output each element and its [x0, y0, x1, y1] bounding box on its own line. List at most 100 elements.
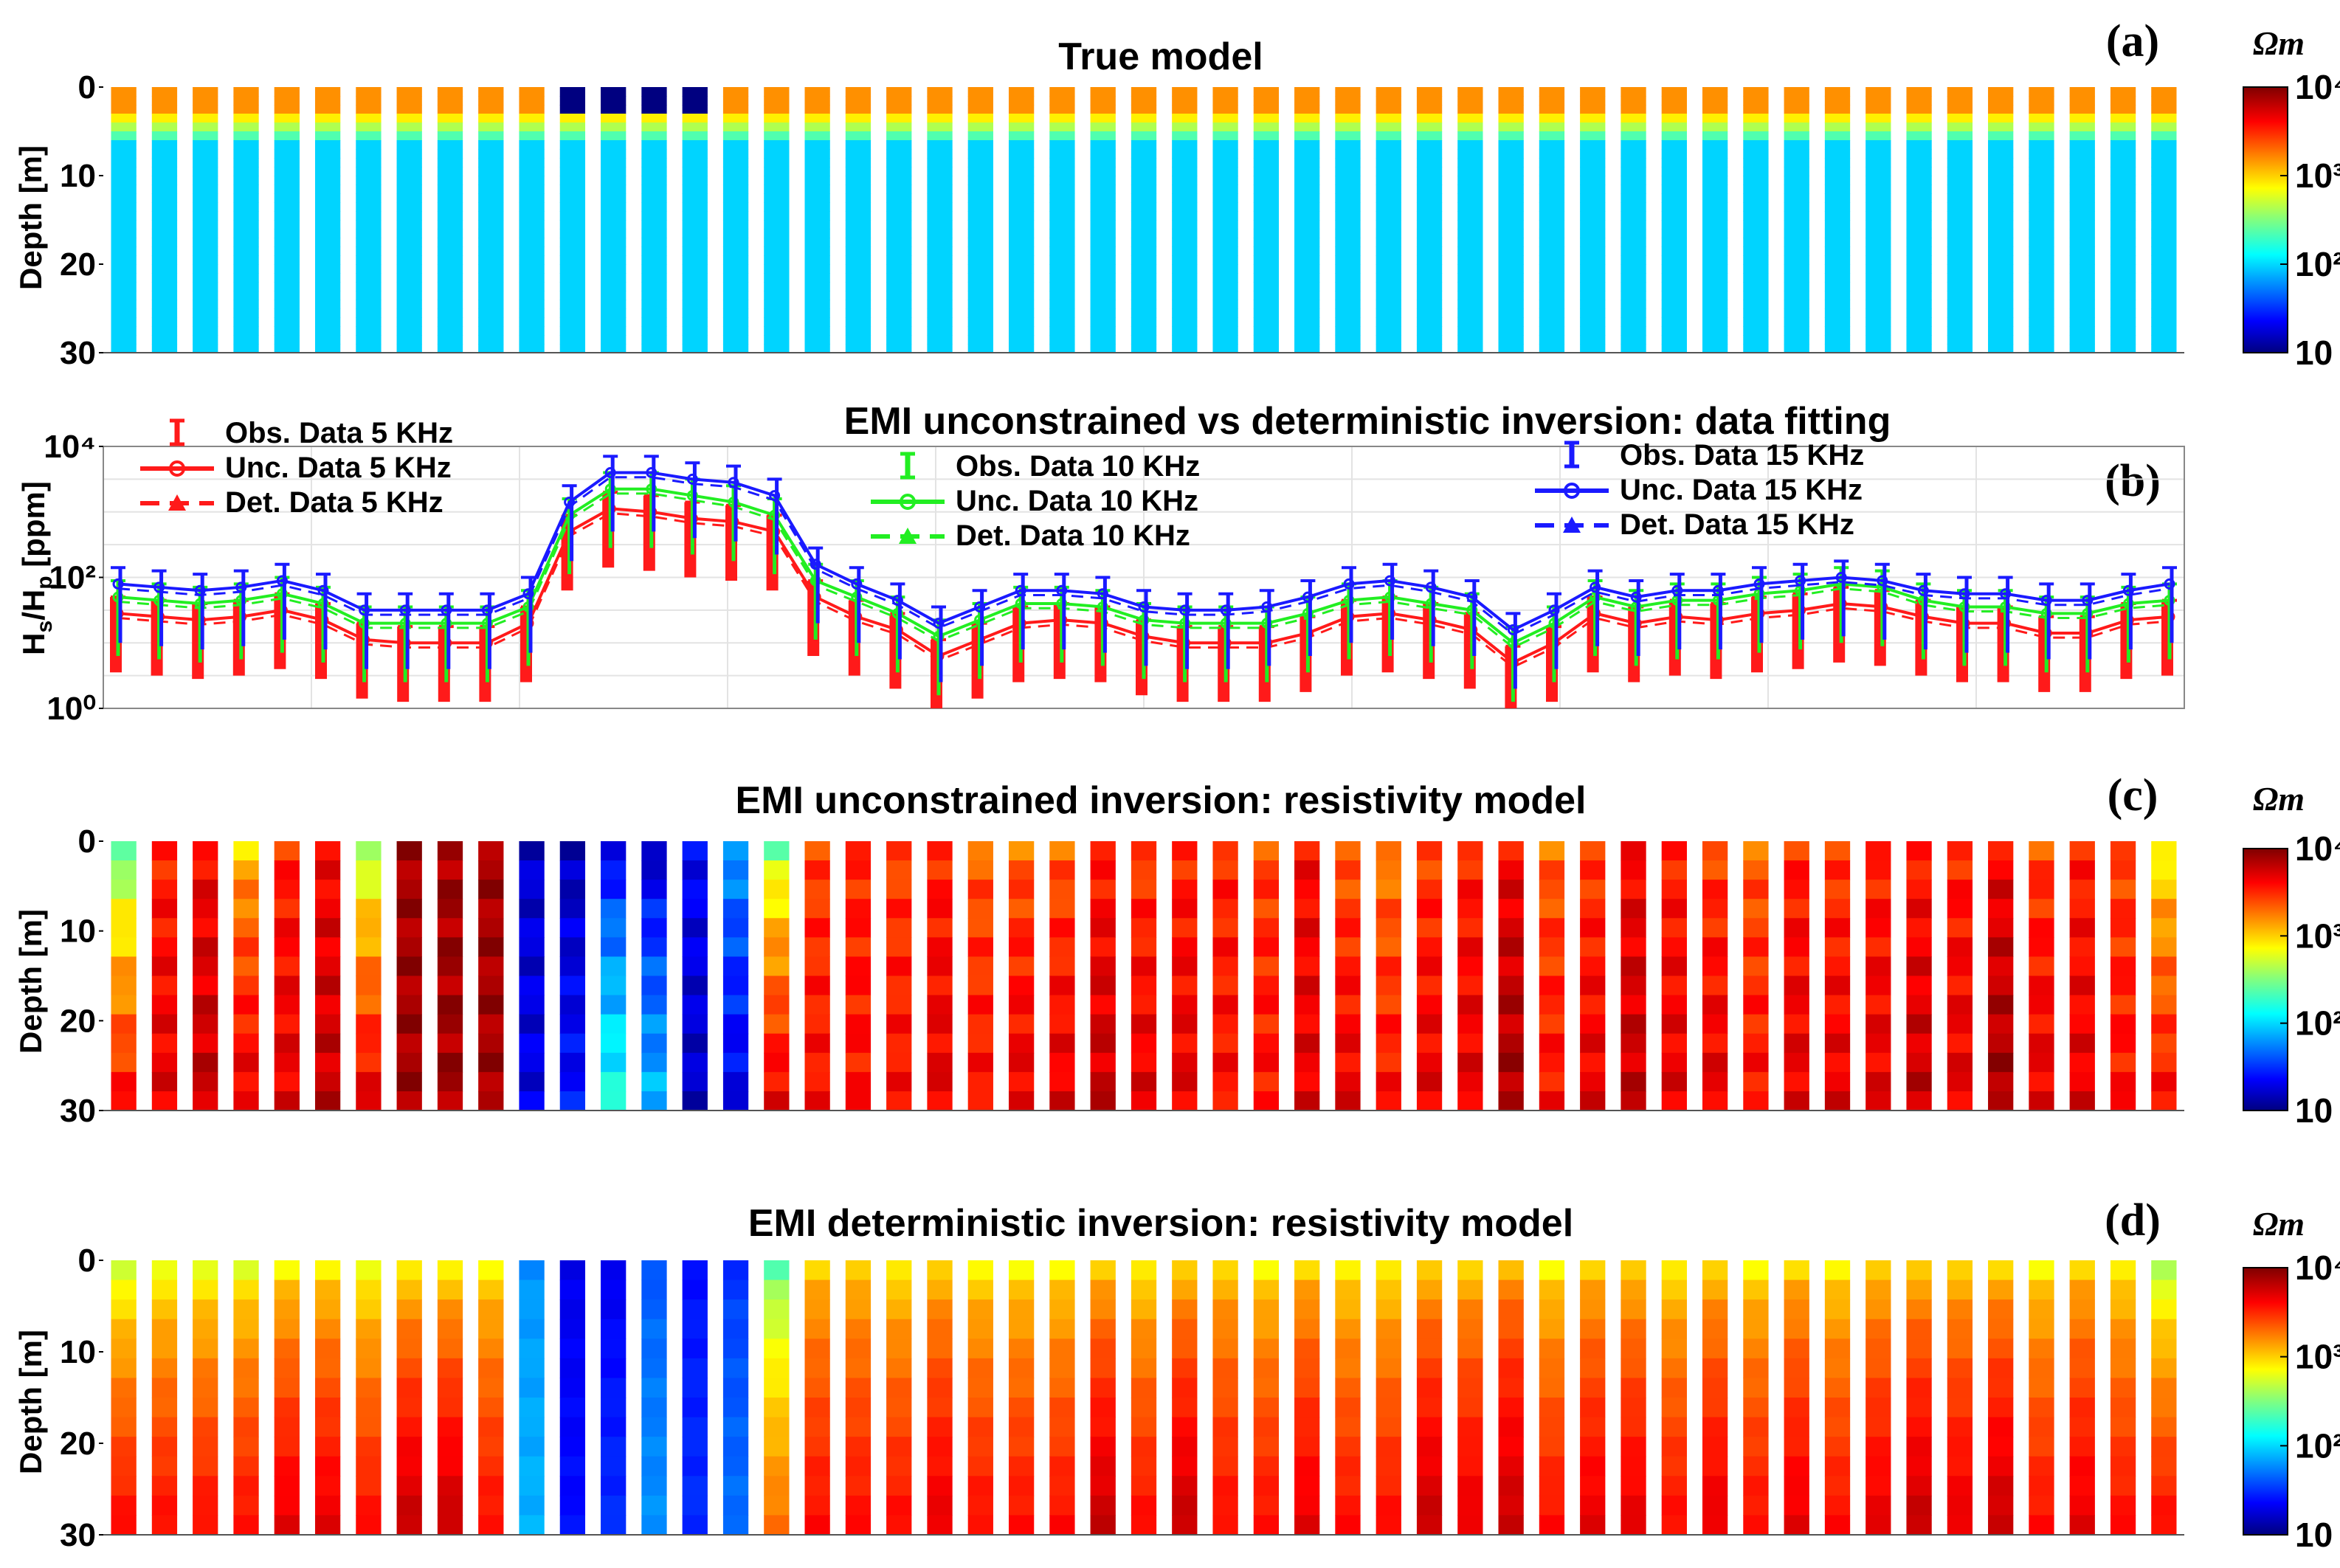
model-cell — [2069, 220, 2095, 229]
model-cell — [722, 122, 749, 132]
unc-marker — [686, 473, 698, 485]
panel-c-plot — [103, 841, 2184, 1111]
model-cell — [764, 105, 790, 114]
model-cell — [1784, 238, 1809, 247]
model-cell — [151, 167, 178, 176]
model-cell — [1212, 1319, 1238, 1339]
model-cell — [886, 899, 912, 919]
model-cell — [1661, 1014, 1687, 1035]
model-cell — [1049, 87, 1075, 97]
model-cell — [1702, 1437, 1728, 1457]
model-cell — [519, 184, 545, 194]
model-cell — [1090, 184, 1116, 194]
model-column — [1866, 841, 1891, 1111]
model-cell — [927, 841, 953, 861]
model-cell — [396, 131, 422, 141]
model-cell — [967, 229, 993, 238]
model-cell — [1131, 326, 1157, 336]
model-cell — [1661, 937, 1687, 958]
model-cell — [1906, 300, 1932, 309]
model-cell — [927, 114, 953, 123]
model-cell — [1335, 87, 1361, 97]
model-column — [886, 1260, 912, 1536]
model-cell — [1906, 1437, 1932, 1457]
model-cell — [1866, 211, 1891, 221]
model-cell — [1824, 1456, 1851, 1477]
model-cell — [1702, 167, 1728, 176]
model-cell — [845, 335, 872, 345]
model-cell — [1457, 326, 1483, 336]
model-cell — [682, 1299, 708, 1320]
model-cell — [601, 918, 627, 938]
model-cell — [559, 317, 586, 327]
model-cell — [559, 149, 586, 159]
model-cell — [1090, 176, 1116, 185]
model-cell — [1580, 229, 1606, 238]
ytick-label: 10 — [60, 913, 96, 950]
model-cell — [1335, 1339, 1361, 1359]
model-cell — [2029, 880, 2054, 899]
model-cell — [396, 282, 422, 291]
model-cell — [1294, 273, 1320, 283]
model-cell — [722, 87, 749, 97]
model-cell — [559, 1358, 586, 1379]
model-cell — [1131, 995, 1157, 1015]
model-cell — [2110, 131, 2136, 141]
model-cell — [927, 131, 953, 141]
model-column — [1539, 1260, 1565, 1536]
model-cell — [1253, 105, 1280, 114]
model-cell — [1824, 149, 1851, 159]
model-cell — [682, 995, 708, 1015]
model-cell — [682, 96, 708, 106]
model-cell — [1253, 184, 1280, 194]
model-cell — [1212, 264, 1238, 274]
model-cell — [1212, 937, 1238, 958]
model-cell — [1947, 255, 1973, 265]
model-cell — [1294, 899, 1320, 919]
model-cell — [151, 105, 178, 114]
model-cell — [1212, 87, 1238, 97]
model-cell — [804, 956, 830, 977]
model-cell — [233, 193, 259, 203]
model-cell — [2151, 202, 2177, 212]
panel-b-title: EMI unconstrained vs deterministic inver… — [844, 400, 1891, 443]
model-cell — [1008, 149, 1035, 159]
model-cell — [927, 1437, 953, 1457]
model-cell — [1376, 176, 1401, 185]
model-cell — [682, 860, 708, 880]
model-cell — [804, 1437, 830, 1457]
model-cell — [193, 1339, 218, 1359]
model-cell — [314, 1437, 341, 1457]
model-cell — [478, 1033, 504, 1054]
model-column — [314, 1260, 341, 1536]
model-cell — [233, 264, 259, 274]
model-cell — [1784, 158, 1809, 167]
model-cell — [1294, 300, 1320, 309]
model-cell — [1866, 860, 1891, 880]
model-cell — [682, 1260, 708, 1281]
model-cell — [601, 956, 627, 977]
unc-marker — [1015, 584, 1026, 596]
model-cell — [722, 282, 749, 291]
model-cell — [151, 1319, 178, 1339]
model-cell — [804, 167, 830, 176]
model-cell — [1906, 937, 1932, 958]
model-column — [682, 87, 708, 353]
model-cell — [641, 1417, 667, 1437]
model-cell — [559, 140, 586, 150]
model-cell — [1049, 956, 1075, 977]
model-cell — [845, 1319, 872, 1339]
model-cell — [641, 273, 667, 283]
model-cell — [682, 184, 708, 194]
model-cell — [1661, 282, 1687, 291]
model-cell — [356, 1299, 382, 1320]
model-cell — [1947, 1071, 1973, 1092]
model-cell — [886, 211, 912, 221]
model-cell — [1131, 344, 1157, 353]
model-cell — [1988, 1091, 2014, 1111]
model-cell — [804, 229, 830, 238]
model-cell — [1906, 87, 1932, 97]
model-cell — [1988, 220, 2014, 229]
model-cell — [1947, 1052, 1973, 1073]
model-cell — [356, 131, 382, 141]
